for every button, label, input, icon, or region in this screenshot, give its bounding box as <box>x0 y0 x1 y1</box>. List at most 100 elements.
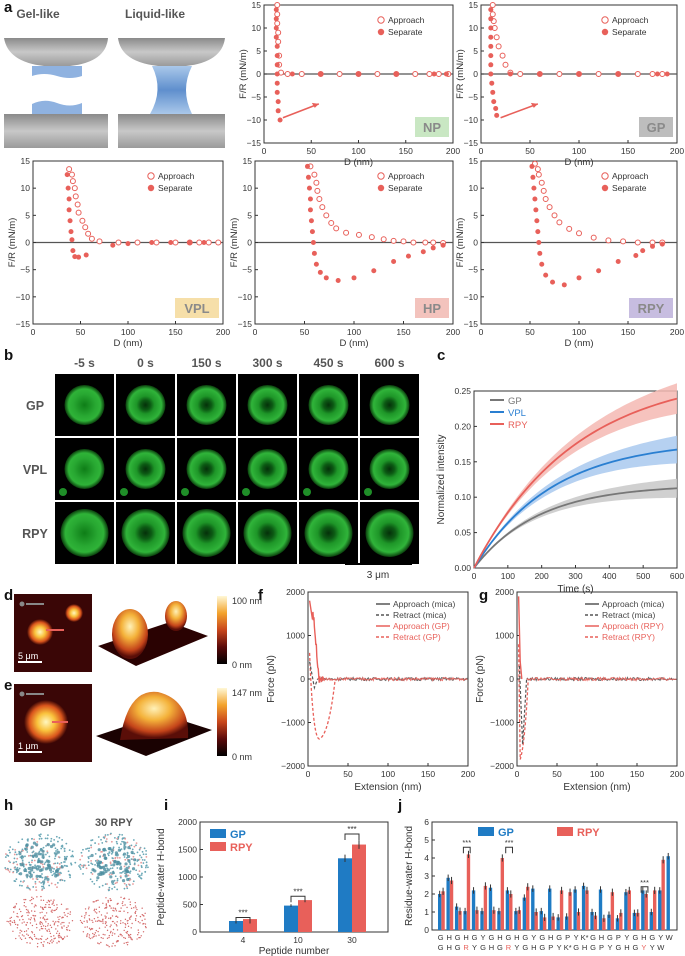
approach-point <box>566 225 573 232</box>
sfa-y-axis-label: F/R (mN/m) <box>455 218 466 268</box>
j-x-label-gp: Y <box>624 933 629 942</box>
md-backbone <box>125 866 129 870</box>
md-atom <box>141 850 144 853</box>
j-x-label-gp: G <box>522 933 528 942</box>
md-water-atom <box>81 915 83 917</box>
approach-point <box>85 230 92 237</box>
md-atom <box>18 850 21 853</box>
md-atom <box>26 886 28 889</box>
frap-droplet <box>182 509 231 557</box>
separate-point <box>654 71 660 77</box>
md-water-atom <box>129 916 132 918</box>
md-water-atom <box>107 900 109 902</box>
md-water-atom <box>100 936 102 939</box>
md-atom <box>123 887 126 890</box>
frap-small-droplet <box>242 488 250 496</box>
j-bar-rpy <box>568 892 572 930</box>
md-water-atom <box>50 926 53 929</box>
j-x-label-gp: G <box>649 933 655 942</box>
gel-like-label: Gel-like <box>16 7 60 21</box>
md-water-atom <box>54 937 56 939</box>
frap-small-droplet <box>181 488 189 496</box>
md-atom <box>63 855 66 858</box>
approach-point <box>489 11 496 18</box>
md-atom <box>81 864 83 867</box>
j-bar-rpy <box>466 854 471 930</box>
sfa-x-tick-label: 100 <box>347 327 361 337</box>
md-backbone <box>30 845 34 849</box>
force-legend-label: Approach (RPY) <box>602 621 664 631</box>
md-atom <box>13 853 16 856</box>
md-water-atom <box>120 907 122 909</box>
md-atom <box>25 863 28 866</box>
separate-point <box>307 196 313 202</box>
j-bar-gp <box>649 912 653 930</box>
md-water-atom <box>124 918 127 921</box>
separate-point <box>66 207 72 213</box>
j-bar-rpy <box>542 917 547 930</box>
approach-point <box>534 166 541 173</box>
approach-point <box>435 71 442 77</box>
afm-d-droplet-2 <box>65 604 83 622</box>
j-bar-rpy <box>458 911 462 930</box>
md-water-atom <box>40 895 42 898</box>
md-water-atom <box>109 917 112 920</box>
legend-approach-label: Approach <box>388 171 425 181</box>
c-band-rpy <box>474 383 677 568</box>
approach-point <box>82 224 89 231</box>
approach-point <box>390 237 397 244</box>
md-water-atom <box>97 916 99 919</box>
md-water-atom <box>91 937 93 939</box>
sfa-x-axis-label: D (nm) <box>564 338 593 349</box>
md-water-atom <box>95 920 97 922</box>
md-atom <box>34 882 37 885</box>
separate-point <box>530 174 536 180</box>
md-water-atom <box>36 946 39 948</box>
md-atom <box>24 855 26 858</box>
md-atom <box>96 859 99 862</box>
j-bar-gp <box>590 912 594 930</box>
md-water-atom <box>39 929 41 931</box>
md-backbone <box>131 867 136 871</box>
md-water-atom <box>36 896 38 898</box>
md-atom <box>87 856 90 858</box>
md-atom <box>82 872 84 875</box>
md-water-atom <box>141 913 143 916</box>
sfa-y-axis-label: F/R (mN/m) <box>229 218 240 268</box>
force-x-tick-label: 100 <box>590 769 604 779</box>
md-atom <box>54 847 57 850</box>
md-water-atom <box>124 926 127 929</box>
j-x-label-rpy: Y <box>607 943 612 952</box>
md-water-atom <box>98 927 101 929</box>
md-water-atom <box>127 925 130 928</box>
md-atom <box>56 881 59 884</box>
j-significance-label: *** <box>505 838 514 847</box>
md-backbone <box>27 866 31 871</box>
md-water-atom <box>113 910 115 912</box>
md-atom <box>145 864 148 867</box>
md-atom <box>95 879 98 882</box>
md-atom <box>41 876 44 879</box>
force-x-tick-label: 0 <box>306 769 311 779</box>
separate-point <box>275 108 281 114</box>
separate-point <box>67 218 73 224</box>
sfa-tag-label: NP <box>423 120 441 135</box>
gel-lower-surface <box>4 114 108 148</box>
separate-point <box>507 71 513 77</box>
md-backbone <box>122 852 127 856</box>
md-water-atom <box>84 915 86 917</box>
frap-time-label: 150 s <box>191 356 221 370</box>
approach-point <box>343 229 350 236</box>
i-bar-rpy <box>298 900 312 932</box>
md-water-atom <box>105 904 108 906</box>
md-water-atom <box>52 940 55 942</box>
md-water-atom <box>95 900 97 902</box>
md-atom <box>15 878 18 881</box>
approach-point <box>274 2 281 8</box>
md-atom <box>14 848 17 851</box>
separate-point <box>308 218 314 224</box>
md-atom <box>67 870 70 873</box>
j-bar-gp <box>556 917 560 930</box>
md-water-atom <box>130 915 132 917</box>
